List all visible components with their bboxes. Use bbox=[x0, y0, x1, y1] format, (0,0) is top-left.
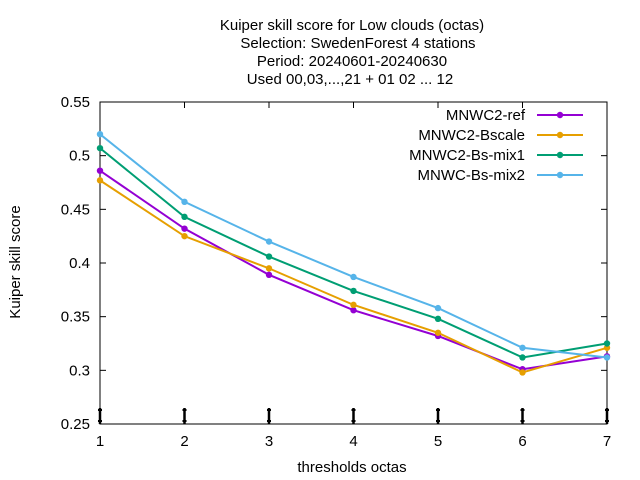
series-line bbox=[99, 147, 608, 359]
x-tick-label: 5 bbox=[434, 433, 442, 450]
data-point bbox=[350, 307, 357, 314]
x-tick-label: 4 bbox=[349, 433, 357, 450]
title-line-2: Selection: SwedenForest 4 stations bbox=[240, 35, 475, 52]
data-point bbox=[519, 369, 526, 376]
legend-label: MNWC2-Bs-mix1 bbox=[409, 147, 525, 164]
data-point bbox=[96, 131, 104, 138]
data-point bbox=[350, 287, 357, 295]
x-tick-label: 7 bbox=[603, 433, 611, 450]
data-point bbox=[181, 225, 188, 232]
y-tick-label: 0.55 bbox=[61, 94, 90, 111]
chart-title: Kuiper skill score for Low clouds (octas… bbox=[220, 17, 484, 88]
data-point bbox=[96, 144, 104, 152]
series-line bbox=[99, 133, 608, 359]
legend-swatch-marker bbox=[556, 111, 564, 119]
data-point bbox=[265, 271, 273, 279]
legend: MNWC2-ref MNWC2-Bscale MNWC2-Bs-mix1 MNWC-B… bbox=[409, 107, 583, 184]
series-2 bbox=[96, 144, 611, 361]
y-tick-label: 0.4 bbox=[69, 255, 90, 272]
data-point bbox=[265, 238, 273, 245]
y-tick-label: 0.45 bbox=[61, 201, 90, 218]
legend-label: MNWC2-ref bbox=[446, 107, 526, 124]
legend-label: MNWC-Bs-mix2 bbox=[418, 167, 525, 184]
data-point bbox=[96, 177, 104, 184]
series-1 bbox=[96, 177, 611, 376]
x-axis-label: thresholds octas bbox=[297, 459, 406, 476]
data-point bbox=[350, 273, 357, 281]
legend-swatch-marker bbox=[556, 131, 564, 139]
title-line-1: Kuiper skill score for Low clouds (octas… bbox=[220, 17, 484, 34]
series-lines bbox=[96, 131, 611, 376]
data-point bbox=[181, 232, 188, 240]
x-tick-label: 6 bbox=[518, 433, 526, 450]
y-tick-label: 0.25 bbox=[61, 416, 90, 433]
y-tick-label: 0.5 bbox=[69, 148, 90, 165]
x-tick-label: 2 bbox=[180, 433, 188, 450]
y-axis-label: Kuiper skill score bbox=[7, 205, 24, 318]
title-line-3: Period: 20240601-20240630 bbox=[257, 53, 447, 70]
data-point bbox=[519, 354, 526, 361]
data-point bbox=[434, 315, 442, 323]
y-tick-label: 0.35 bbox=[61, 309, 90, 326]
legend-swatch-marker bbox=[556, 171, 564, 179]
data-point bbox=[265, 253, 273, 260]
plot-frame bbox=[99, 101, 608, 425]
data-point bbox=[350, 301, 357, 309]
legend-swatch-marker bbox=[556, 151, 564, 159]
x-tick-label: 3 bbox=[265, 433, 273, 450]
axis-ticks: 0.25 0.3 0.35 0.4 0.45 0.5 0.55 1 2 3 4 5 6 7 bbox=[61, 94, 611, 450]
series-3 bbox=[96, 131, 611, 361]
y-tick-label: 0.3 bbox=[69, 362, 90, 379]
title-line-4: Used 00,03,...,21 + 01 02 ... 12 bbox=[247, 71, 453, 88]
data-point bbox=[603, 354, 611, 361]
legend-label: MNWC2-Bscale bbox=[418, 127, 525, 144]
data-point bbox=[181, 213, 188, 221]
data-point bbox=[96, 167, 104, 174]
data-point bbox=[181, 198, 188, 206]
data-point bbox=[434, 329, 442, 336]
series-line bbox=[99, 169, 608, 371]
data-point bbox=[434, 304, 442, 312]
x-tick-label: 1 bbox=[96, 433, 104, 450]
series-0 bbox=[96, 167, 611, 373]
data-point bbox=[603, 340, 611, 347]
data-point bbox=[519, 344, 526, 351]
data-point bbox=[265, 265, 273, 272]
